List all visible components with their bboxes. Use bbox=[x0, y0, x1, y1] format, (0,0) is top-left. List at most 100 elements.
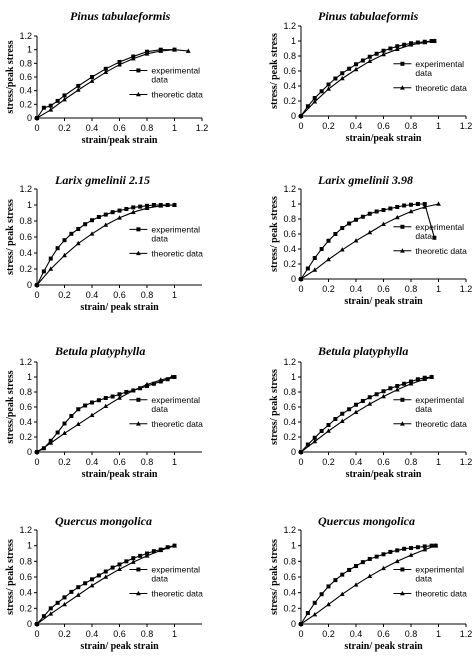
data-point-experimental bbox=[62, 595, 67, 600]
data-point-experimental bbox=[388, 386, 393, 391]
y-tick-label: 0.4 bbox=[283, 81, 296, 91]
legend-label-theoretic: theoretic data bbox=[151, 588, 203, 598]
data-point-experimental bbox=[388, 46, 393, 51]
data-point-theoretic bbox=[433, 543, 439, 548]
legend-marker-experimental bbox=[136, 68, 141, 73]
data-point-experimental bbox=[340, 411, 345, 416]
data-point-experimental bbox=[388, 549, 393, 554]
x-tick-label: 0.8 bbox=[405, 121, 418, 131]
y-tick-label: 0.2 bbox=[19, 264, 32, 274]
chart-title: Larix gmelinii 3.98 bbox=[317, 173, 413, 187]
x-tick-label: 0.2 bbox=[322, 121, 335, 131]
x-tick-label: 0 bbox=[298, 457, 303, 467]
data-point-experimental bbox=[131, 205, 136, 210]
y-tick-label: 0.4 bbox=[19, 417, 32, 427]
chart-title: Larix gmelinii 2.15 bbox=[54, 173, 150, 187]
x-axis-label: strain/peak strain bbox=[82, 135, 158, 146]
data-point-experimental bbox=[415, 40, 420, 45]
data-point-experimental bbox=[395, 548, 400, 553]
x-tick-label: 0.6 bbox=[377, 284, 390, 294]
data-point-theoretic bbox=[75, 240, 81, 246]
data-point-experimental bbox=[55, 246, 60, 251]
y-tick-label: 1 bbox=[27, 541, 32, 551]
data-point-theoretic bbox=[103, 69, 109, 75]
data-point-theoretic bbox=[75, 421, 81, 427]
x-tick-label: 0.4 bbox=[86, 629, 99, 639]
data-point-experimental bbox=[422, 544, 427, 549]
data-point-experimental bbox=[347, 407, 352, 412]
data-point-experimental bbox=[319, 592, 324, 597]
x-tick-label: 0 bbox=[34, 629, 39, 639]
y-tick-label: 0.2 bbox=[19, 99, 32, 109]
legend-label-experimental-cont: data bbox=[151, 404, 168, 414]
x-tick-label: 1.2 bbox=[196, 123, 209, 133]
legend-label-theoretic: theoretic data bbox=[151, 419, 203, 429]
x-tick-label: 0.2 bbox=[322, 284, 335, 294]
data-point-theoretic bbox=[48, 440, 54, 445]
data-point-experimental bbox=[326, 82, 331, 87]
data-point-experimental bbox=[333, 578, 338, 583]
data-point-theoretic bbox=[298, 621, 304, 626]
y-axis-label: stress/ peak stress bbox=[5, 539, 16, 615]
data-point-theoretic bbox=[158, 203, 164, 208]
data-point-experimental bbox=[340, 71, 345, 76]
data-point-theoretic bbox=[436, 201, 441, 206]
data-point-experimental bbox=[110, 210, 115, 215]
y-tick-label: 0.2 bbox=[19, 432, 32, 442]
data-point-experimental bbox=[76, 227, 81, 231]
legend-label-theoretic: theoretic data bbox=[415, 588, 467, 598]
data-point-experimental bbox=[354, 402, 358, 407]
data-point-experimental bbox=[367, 211, 372, 216]
y-tick-label: 1 bbox=[27, 200, 32, 210]
data-point-theoretic bbox=[48, 611, 54, 616]
data-point-experimental bbox=[151, 381, 156, 386]
chart-panel-2: 0 0.2 0.4 0.6 0.8 1 1.2 0 0.2 0.4 0.6 0.8 1 1.2 strain… bbox=[269, 9, 472, 144]
x-tick-label: 0.6 bbox=[377, 457, 390, 467]
x-tick-label: 0.2 bbox=[58, 457, 71, 467]
data-point-experimental bbox=[388, 206, 393, 211]
data-point-experimental bbox=[415, 545, 420, 550]
series-line-experimental bbox=[36, 376, 175, 453]
data-point-theoretic bbox=[312, 438, 318, 444]
x-tick-label: 0.6 bbox=[377, 629, 390, 639]
y-tick-label: 0.8 bbox=[283, 51, 296, 61]
y-tick-label: 0.6 bbox=[19, 572, 32, 582]
y-axis-label: stress/ peak stress bbox=[269, 33, 280, 109]
data-point-theoretic bbox=[89, 583, 95, 588]
data-point-theoretic bbox=[394, 387, 400, 392]
y-tick-label: 0 bbox=[27, 280, 32, 290]
data-point-experimental bbox=[319, 247, 324, 251]
data-point-theoretic bbox=[89, 412, 95, 418]
y-tick-label: 0.4 bbox=[19, 86, 32, 96]
legend-label-experimental-cont: data bbox=[151, 233, 168, 243]
data-point-theoretic bbox=[431, 38, 437, 43]
y-tick-label: 0.2 bbox=[19, 603, 32, 613]
y-tick-label: 1.2 bbox=[19, 357, 32, 367]
x-tick-label: 1 bbox=[172, 629, 177, 639]
y-tick-label: 0 bbox=[291, 274, 296, 284]
legend-marker-theoretic bbox=[400, 85, 405, 90]
data-point-experimental bbox=[90, 75, 94, 79]
data-point-experimental bbox=[76, 407, 81, 412]
data-point-experimental bbox=[90, 577, 94, 582]
data-point-theoretic bbox=[394, 214, 400, 220]
data-point-experimental bbox=[48, 103, 53, 108]
data-point-theoretic bbox=[34, 115, 40, 120]
data-point-theoretic bbox=[62, 430, 67, 436]
x-tick-label: 1.2 bbox=[460, 284, 473, 294]
legend-marker-experimental bbox=[400, 61, 405, 66]
data-point-theoretic bbox=[130, 387, 136, 393]
y-axis-label: stress/ peak stress bbox=[269, 539, 280, 615]
data-point-theoretic bbox=[408, 381, 414, 386]
x-tick-label: 1 bbox=[172, 457, 177, 467]
data-point-theoretic bbox=[339, 75, 345, 81]
x-tick-label: 0.2 bbox=[322, 457, 335, 467]
data-point-theoretic bbox=[367, 401, 373, 406]
legend-label-experimental: experimental bbox=[415, 564, 464, 574]
y-tick-label: 1.2 bbox=[19, 184, 32, 194]
chart-title: Pinus tabulaeformis bbox=[70, 9, 171, 23]
data-point-experimental bbox=[110, 565, 115, 570]
data-point-experimental bbox=[103, 212, 108, 217]
y-axis-label: stress/ peak stress bbox=[269, 196, 280, 272]
